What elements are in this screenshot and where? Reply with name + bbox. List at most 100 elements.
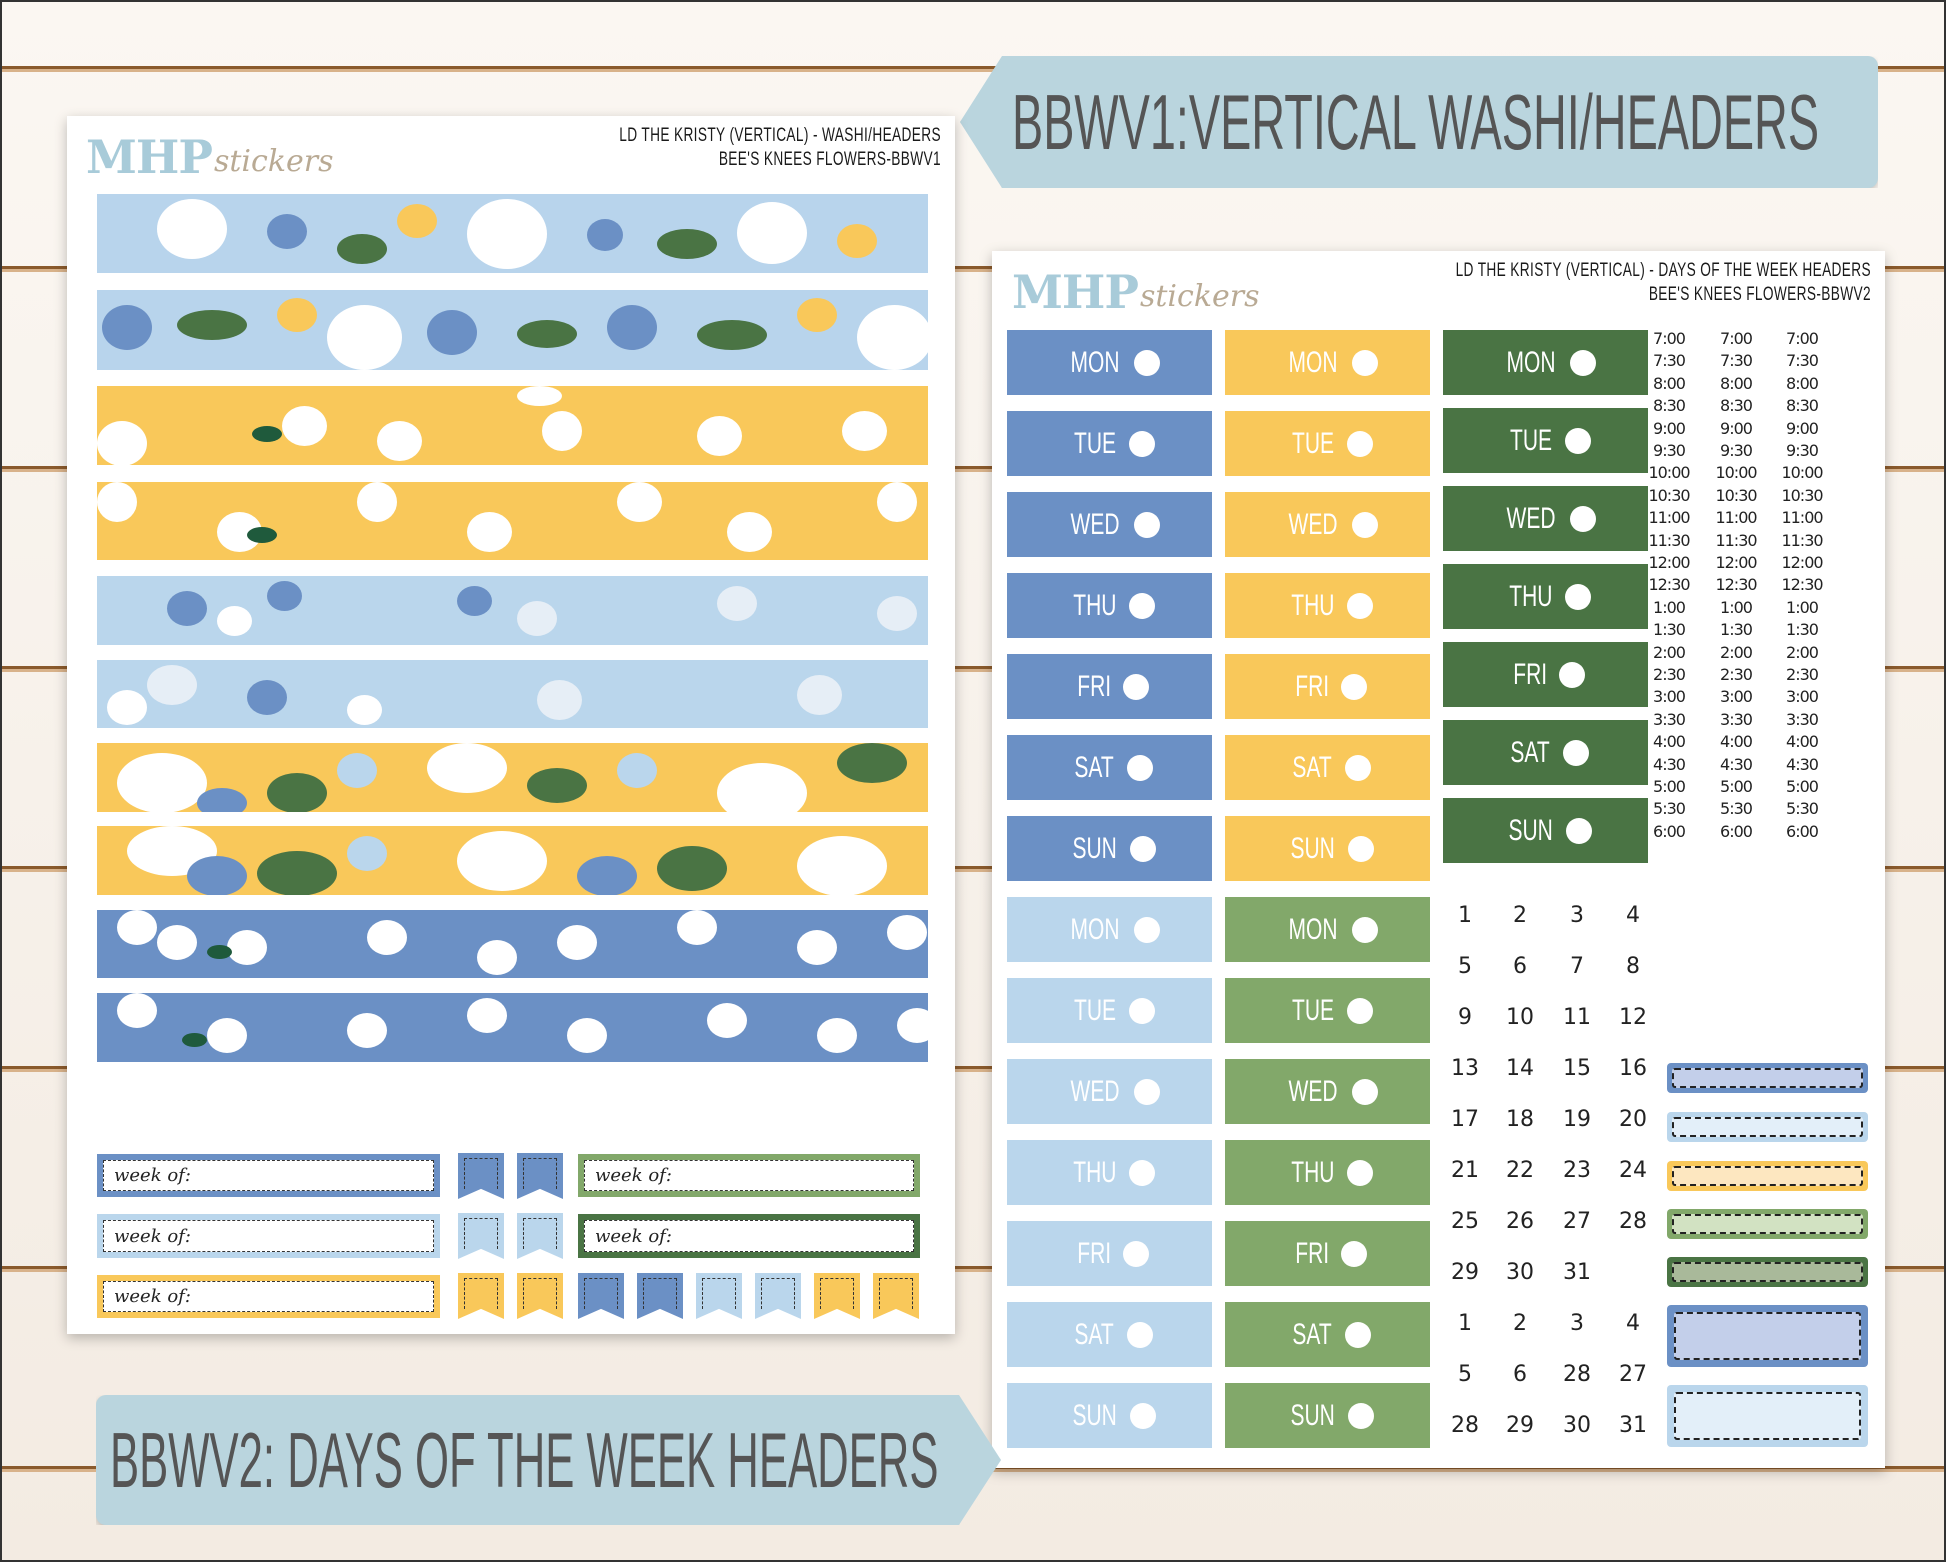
- time-sticker[interactable]: 6:00: [1653, 821, 1686, 841]
- day-header-sat-blue[interactable]: SAT: [1007, 735, 1212, 800]
- time-sticker[interactable]: 11:00: [1715, 508, 1757, 528]
- time-sticker[interactable]: 4:00: [1720, 732, 1753, 752]
- date-number-sticker[interactable]: 6: [1513, 1362, 1527, 1387]
- time-sticker[interactable]: 10:00: [1715, 463, 1757, 483]
- date-number-sticker[interactable]: 4: [1626, 903, 1640, 928]
- time-sticker[interactable]: 4:00: [1653, 732, 1686, 752]
- label-box-light-blue[interactable]: [1667, 1385, 1868, 1447]
- time-sticker[interactable]: 8:30: [1786, 396, 1819, 416]
- day-header-sat-dark-green[interactable]: SAT: [1443, 720, 1648, 785]
- flag-sticker-blue[interactable]: [458, 1153, 504, 1199]
- time-sticker[interactable]: 10:30: [1715, 485, 1757, 505]
- date-number-sticker[interactable]: 22: [1506, 1158, 1534, 1183]
- date-number-sticker[interactable]: 26: [1506, 1209, 1534, 1234]
- time-sticker[interactable]: 7:00: [1786, 329, 1819, 348]
- flag-sticker-light-blue[interactable]: [755, 1273, 801, 1319]
- date-number-sticker[interactable]: 2: [1513, 1311, 1527, 1336]
- time-sticker[interactable]: 5:00: [1653, 777, 1686, 796]
- day-header-mon-blue[interactable]: MON: [1007, 330, 1212, 395]
- label-strip-light-blue[interactable]: [1667, 1112, 1868, 1142]
- time-sticker[interactable]: 8:00: [1653, 373, 1686, 393]
- flag-sticker-yellow[interactable]: [517, 1273, 563, 1319]
- label-box-blue[interactable]: [1667, 1305, 1868, 1367]
- day-header-fri-dark-green[interactable]: FRI: [1443, 642, 1648, 707]
- washi-strip-3[interactable]: [97, 386, 928, 465]
- washi-strip-9[interactable]: [97, 910, 928, 978]
- date-number-sticker[interactable]: 12: [1619, 1005, 1647, 1030]
- day-header-wed-light-blue[interactable]: WED: [1007, 1059, 1212, 1124]
- time-sticker[interactable]: 9:30: [1786, 441, 1819, 460]
- time-sticker[interactable]: 2:00: [1720, 642, 1753, 662]
- date-number-sticker[interactable]: 9: [1458, 1005, 1472, 1030]
- flag-sticker-light-blue[interactable]: [696, 1273, 742, 1319]
- time-sticker[interactable]: 5:30: [1653, 799, 1686, 819]
- date-number-sticker[interactable]: 20: [1619, 1107, 1647, 1132]
- day-header-tue-blue[interactable]: TUE: [1007, 411, 1212, 476]
- day-header-sun-yellow[interactable]: SUN: [1225, 816, 1430, 881]
- time-sticker[interactable]: 12:00: [1781, 553, 1823, 572]
- day-header-sun-green[interactable]: SUN: [1225, 1383, 1430, 1448]
- date-number-sticker[interactable]: 2: [1513, 903, 1527, 928]
- day-header-wed-green[interactable]: WED: [1225, 1059, 1430, 1124]
- washi-strip-7[interactable]: [97, 743, 928, 812]
- time-sticker[interactable]: 11:30: [1715, 530, 1757, 550]
- day-header-fri-yellow[interactable]: FRI: [1225, 654, 1430, 719]
- time-sticker[interactable]: 2:00: [1653, 642, 1686, 662]
- date-number-sticker[interactable]: 5: [1458, 954, 1472, 979]
- flag-sticker-yellow[interactable]: [873, 1273, 919, 1319]
- date-number-sticker[interactable]: 24: [1619, 1158, 1647, 1183]
- time-sticker[interactable]: 1:30: [1653, 620, 1686, 640]
- day-header-fri-green[interactable]: FRI: [1225, 1221, 1430, 1286]
- time-sticker[interactable]: 3:30: [1786, 709, 1819, 729]
- date-number-sticker[interactable]: 23: [1563, 1158, 1591, 1183]
- washi-strip-1[interactable]: [97, 194, 928, 273]
- time-sticker[interactable]: 11:30: [1781, 530, 1823, 550]
- time-sticker[interactable]: 6:00: [1720, 821, 1753, 841]
- label-strip-green[interactable]: [1667, 1209, 1868, 1239]
- flag-sticker-yellow[interactable]: [458, 1273, 504, 1319]
- time-sticker[interactable]: 1:00: [1720, 597, 1753, 617]
- washi-strip-6[interactable]: [97, 660, 928, 728]
- time-sticker[interactable]: 1:30: [1786, 620, 1819, 640]
- time-sticker[interactable]: 11:00: [1781, 508, 1823, 528]
- date-number-sticker[interactable]: 29: [1506, 1413, 1534, 1438]
- day-header-thu-blue[interactable]: THU: [1007, 573, 1212, 638]
- flag-sticker-yellow[interactable]: [814, 1273, 860, 1319]
- washi-strip-8[interactable]: [97, 826, 928, 895]
- date-number-sticker[interactable]: 15: [1563, 1056, 1591, 1081]
- time-sticker[interactable]: 12:00: [1715, 553, 1757, 572]
- time-sticker[interactable]: 4:00: [1786, 732, 1819, 752]
- date-number-sticker[interactable]: 3: [1570, 903, 1584, 928]
- label-strip-yellow[interactable]: [1667, 1161, 1868, 1191]
- date-number-sticker[interactable]: 7: [1570, 954, 1584, 979]
- time-sticker[interactable]: 10:30: [1648, 485, 1690, 505]
- day-header-thu-dark-green[interactable]: THU: [1443, 564, 1648, 629]
- time-sticker[interactable]: 3:30: [1720, 709, 1753, 729]
- date-number-sticker[interactable]: 3: [1570, 1311, 1584, 1336]
- time-sticker[interactable]: 10:30: [1781, 485, 1823, 505]
- date-number-sticker[interactable]: 21: [1451, 1158, 1479, 1183]
- flag-sticker-light-blue[interactable]: [458, 1213, 504, 1259]
- day-header-wed-yellow[interactable]: WED: [1225, 492, 1430, 557]
- day-header-wed-blue[interactable]: WED: [1007, 492, 1212, 557]
- date-number-sticker[interactable]: 8: [1626, 954, 1640, 979]
- week-of-sticker-green[interactable]: week of:: [578, 1154, 920, 1197]
- date-number-sticker[interactable]: 28: [1619, 1209, 1647, 1234]
- time-sticker[interactable]: 4:30: [1720, 754, 1753, 774]
- time-sticker[interactable]: 12:30: [1781, 575, 1823, 595]
- time-sticker[interactable]: 12:00: [1648, 553, 1690, 572]
- time-sticker[interactable]: 1:00: [1653, 597, 1686, 617]
- time-sticker[interactable]: 1:30: [1720, 620, 1753, 640]
- date-number-sticker[interactable]: 31: [1563, 1260, 1591, 1285]
- day-header-mon-yellow[interactable]: MON: [1225, 330, 1430, 395]
- day-header-sun-blue[interactable]: SUN: [1007, 816, 1212, 881]
- time-sticker[interactable]: 3:00: [1786, 687, 1819, 707]
- time-sticker[interactable]: 9:00: [1720, 418, 1753, 438]
- washi-strip-5[interactable]: [97, 576, 928, 645]
- time-sticker[interactable]: 3:00: [1653, 687, 1686, 707]
- time-sticker[interactable]: 9:00: [1653, 418, 1686, 438]
- time-sticker[interactable]: 12:30: [1648, 575, 1690, 595]
- time-sticker[interactable]: 11:30: [1648, 530, 1690, 550]
- time-sticker[interactable]: 4:30: [1786, 754, 1819, 774]
- date-number-sticker[interactable]: 27: [1619, 1362, 1647, 1387]
